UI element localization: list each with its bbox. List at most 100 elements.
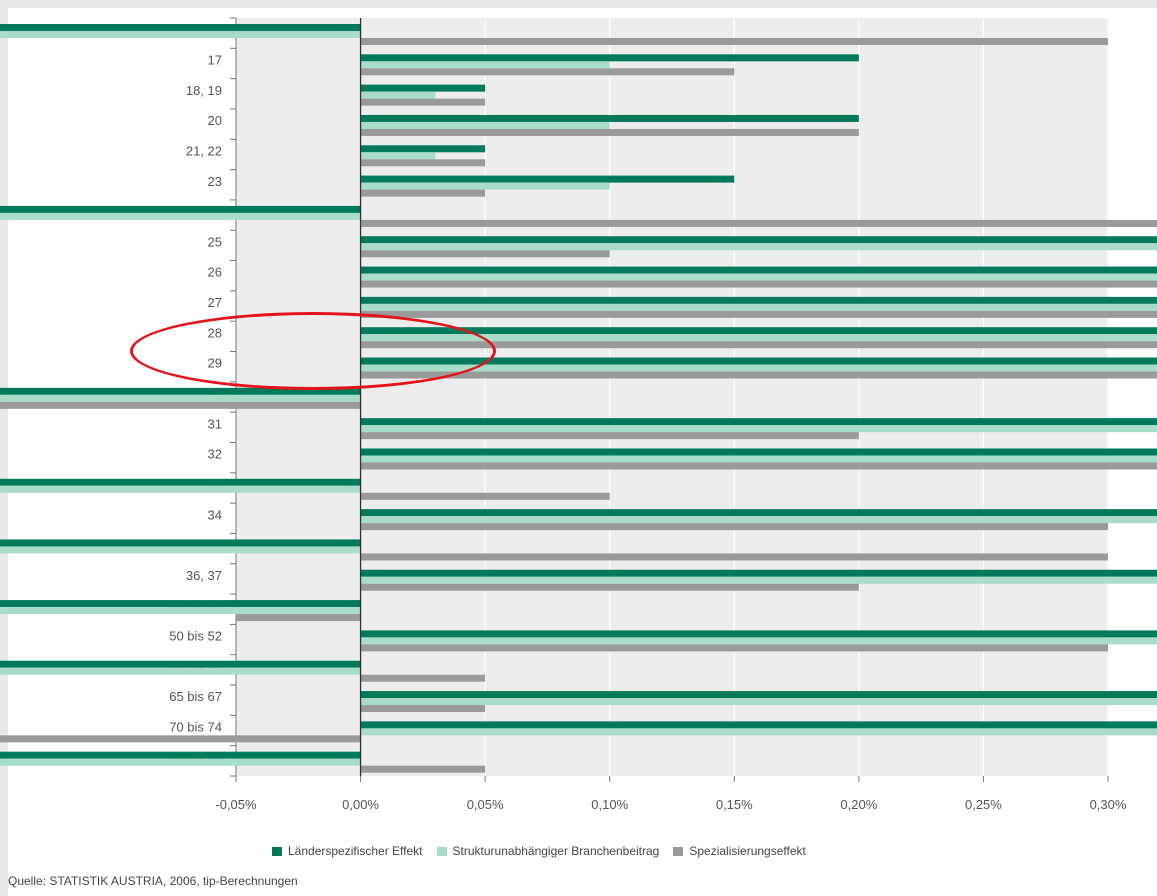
- legend-label-strukturunabhaengig: Strukturunabhängiger Branchenbeitrag: [452, 844, 660, 858]
- bar: [0, 401, 361, 409]
- bar: [0, 660, 361, 668]
- bar: [0, 546, 361, 554]
- bar: [360, 280, 1157, 288]
- bar: [360, 583, 859, 591]
- legend-label-spezialisierung: Spezialisierungseffekt: [689, 844, 806, 858]
- x-tick-label: 0,25%: [965, 797, 1002, 812]
- bar: [0, 600, 361, 608]
- bar: [360, 765, 486, 773]
- bar: [0, 751, 361, 759]
- bar: [360, 341, 1157, 349]
- legend-swatch-strukturunabhaengig: [436, 846, 447, 856]
- bar: [360, 121, 610, 129]
- bar: [360, 145, 486, 153]
- legend-item-spezialisierung: Spezialisierungseffekt: [673, 844, 806, 858]
- bar: [360, 243, 1157, 251]
- bar: [360, 523, 1109, 531]
- bar: [360, 114, 859, 122]
- bar: [360, 455, 1157, 463]
- bar: [0, 758, 361, 766]
- bar: [360, 189, 486, 197]
- bar: [360, 152, 436, 160]
- bar: [360, 371, 1157, 379]
- y-tick-label: 65 bis 67: [169, 689, 222, 704]
- bar: [0, 735, 361, 743]
- bar: [360, 432, 859, 440]
- bar: [360, 128, 859, 136]
- bar: [0, 31, 361, 38]
- bar: [360, 674, 486, 682]
- bar: [360, 54, 859, 62]
- highlight-ellipse: [130, 312, 496, 390]
- bar: [360, 236, 1157, 244]
- bar: [360, 492, 610, 500]
- bar: [360, 357, 1157, 365]
- bar: [360, 576, 1157, 584]
- bar: [360, 61, 610, 69]
- bar: [360, 644, 1109, 652]
- legend-swatch-spezialisierung: [673, 846, 684, 856]
- bar: [360, 569, 1157, 577]
- y-tick-label: 25: [208, 234, 222, 249]
- bar: [360, 159, 486, 167]
- bar: [0, 212, 361, 220]
- y-tick-label: 32: [208, 447, 222, 462]
- x-tick-label: 0,05%: [467, 797, 504, 812]
- y-tick-label: 27: [208, 295, 222, 310]
- bar: [360, 98, 486, 106]
- x-tick-label: 0,20%: [840, 797, 877, 812]
- bar: [0, 394, 361, 402]
- y-tick-label: 70 bis 74: [169, 720, 222, 735]
- bar: [360, 327, 1157, 335]
- y-tick-label: 34: [208, 507, 222, 522]
- bar: [360, 425, 1157, 433]
- bar: [360, 448, 1157, 456]
- bar: [360, 91, 436, 99]
- y-tick-label: 50 bis 52: [169, 629, 222, 644]
- bar: [360, 296, 1157, 304]
- bar: [360, 266, 1157, 274]
- bar: [360, 175, 735, 183]
- bar: [360, 334, 1157, 342]
- bar: [360, 273, 1157, 281]
- bar: [360, 364, 1157, 372]
- bar: [360, 418, 1157, 426]
- bar: [360, 303, 1157, 311]
- y-tick-label: 20: [208, 113, 222, 128]
- bar: [360, 691, 1157, 699]
- bar: [0, 478, 361, 486]
- legend-item-laenderspezifisch: Länderspezifischer Effekt: [272, 844, 423, 858]
- bar: [0, 387, 361, 395]
- source-note: Quelle: STATISTIK AUSTRIA, 2006, tip-Ber…: [8, 874, 298, 888]
- legend: Länderspezifischer Effekt Strukturunabhä…: [272, 844, 806, 858]
- bar: [236, 614, 361, 622]
- bar: [0, 24, 361, 31]
- bar: [0, 667, 361, 675]
- x-tick-label: 0,15%: [716, 797, 753, 812]
- bar: [360, 516, 1157, 524]
- bar: [360, 553, 1109, 561]
- x-tick-label: -0,05%: [215, 797, 257, 812]
- bar: [360, 310, 1157, 318]
- bar: [360, 728, 1157, 736]
- y-tick-label: 23: [208, 174, 222, 189]
- y-tick-label: 31: [208, 416, 222, 431]
- y-tick-label: 21, 22: [186, 143, 222, 158]
- y-tick-label: 26: [208, 265, 222, 280]
- bar: [0, 539, 361, 547]
- bar: [360, 637, 1157, 645]
- bar: [360, 84, 486, 92]
- bar: [360, 250, 610, 258]
- y-tick-label: 18, 19: [186, 83, 222, 98]
- legend-swatch-laenderspezifisch: [272, 846, 282, 856]
- bar: [0, 485, 361, 493]
- bar: [360, 630, 1157, 638]
- legend-item-strukturunabhaengig: Strukturunabhängiger Branchenbeitrag: [436, 844, 660, 858]
- x-tick-label: 0,10%: [591, 797, 628, 812]
- bar: [360, 721, 1157, 729]
- bar: [360, 462, 1157, 470]
- x-tick-label: 0,30%: [1090, 797, 1127, 812]
- y-tick-label: 17: [208, 52, 222, 67]
- bar: [0, 607, 361, 615]
